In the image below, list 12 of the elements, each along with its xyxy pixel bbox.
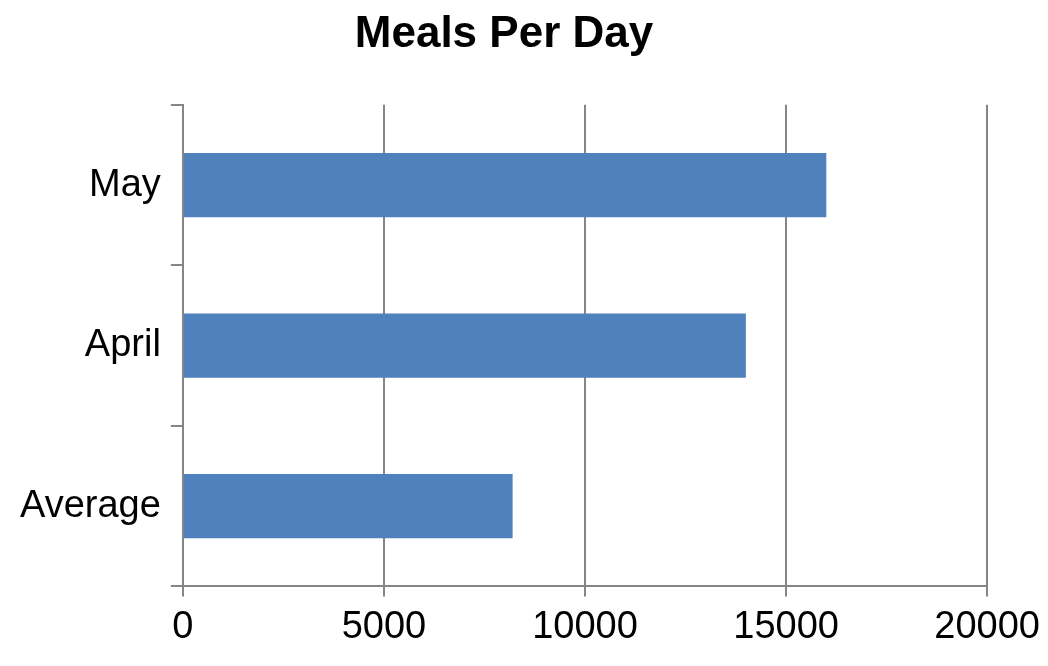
bar [183, 313, 746, 378]
x-tick-label: 0 [172, 603, 194, 646]
y-tick-label: April [84, 322, 161, 365]
x-tick-label: 20000 [934, 603, 1040, 646]
x-tick-label: 10000 [532, 603, 638, 646]
chart-title: Meals Per Day [354, 6, 654, 56]
bar [183, 152, 827, 218]
y-tick-label: Average [19, 482, 161, 525]
y-tick-label: May [89, 161, 161, 204]
x-tick-label: 15000 [733, 603, 839, 646]
bar [183, 474, 513, 539]
x-tick-label: 5000 [341, 603, 427, 646]
